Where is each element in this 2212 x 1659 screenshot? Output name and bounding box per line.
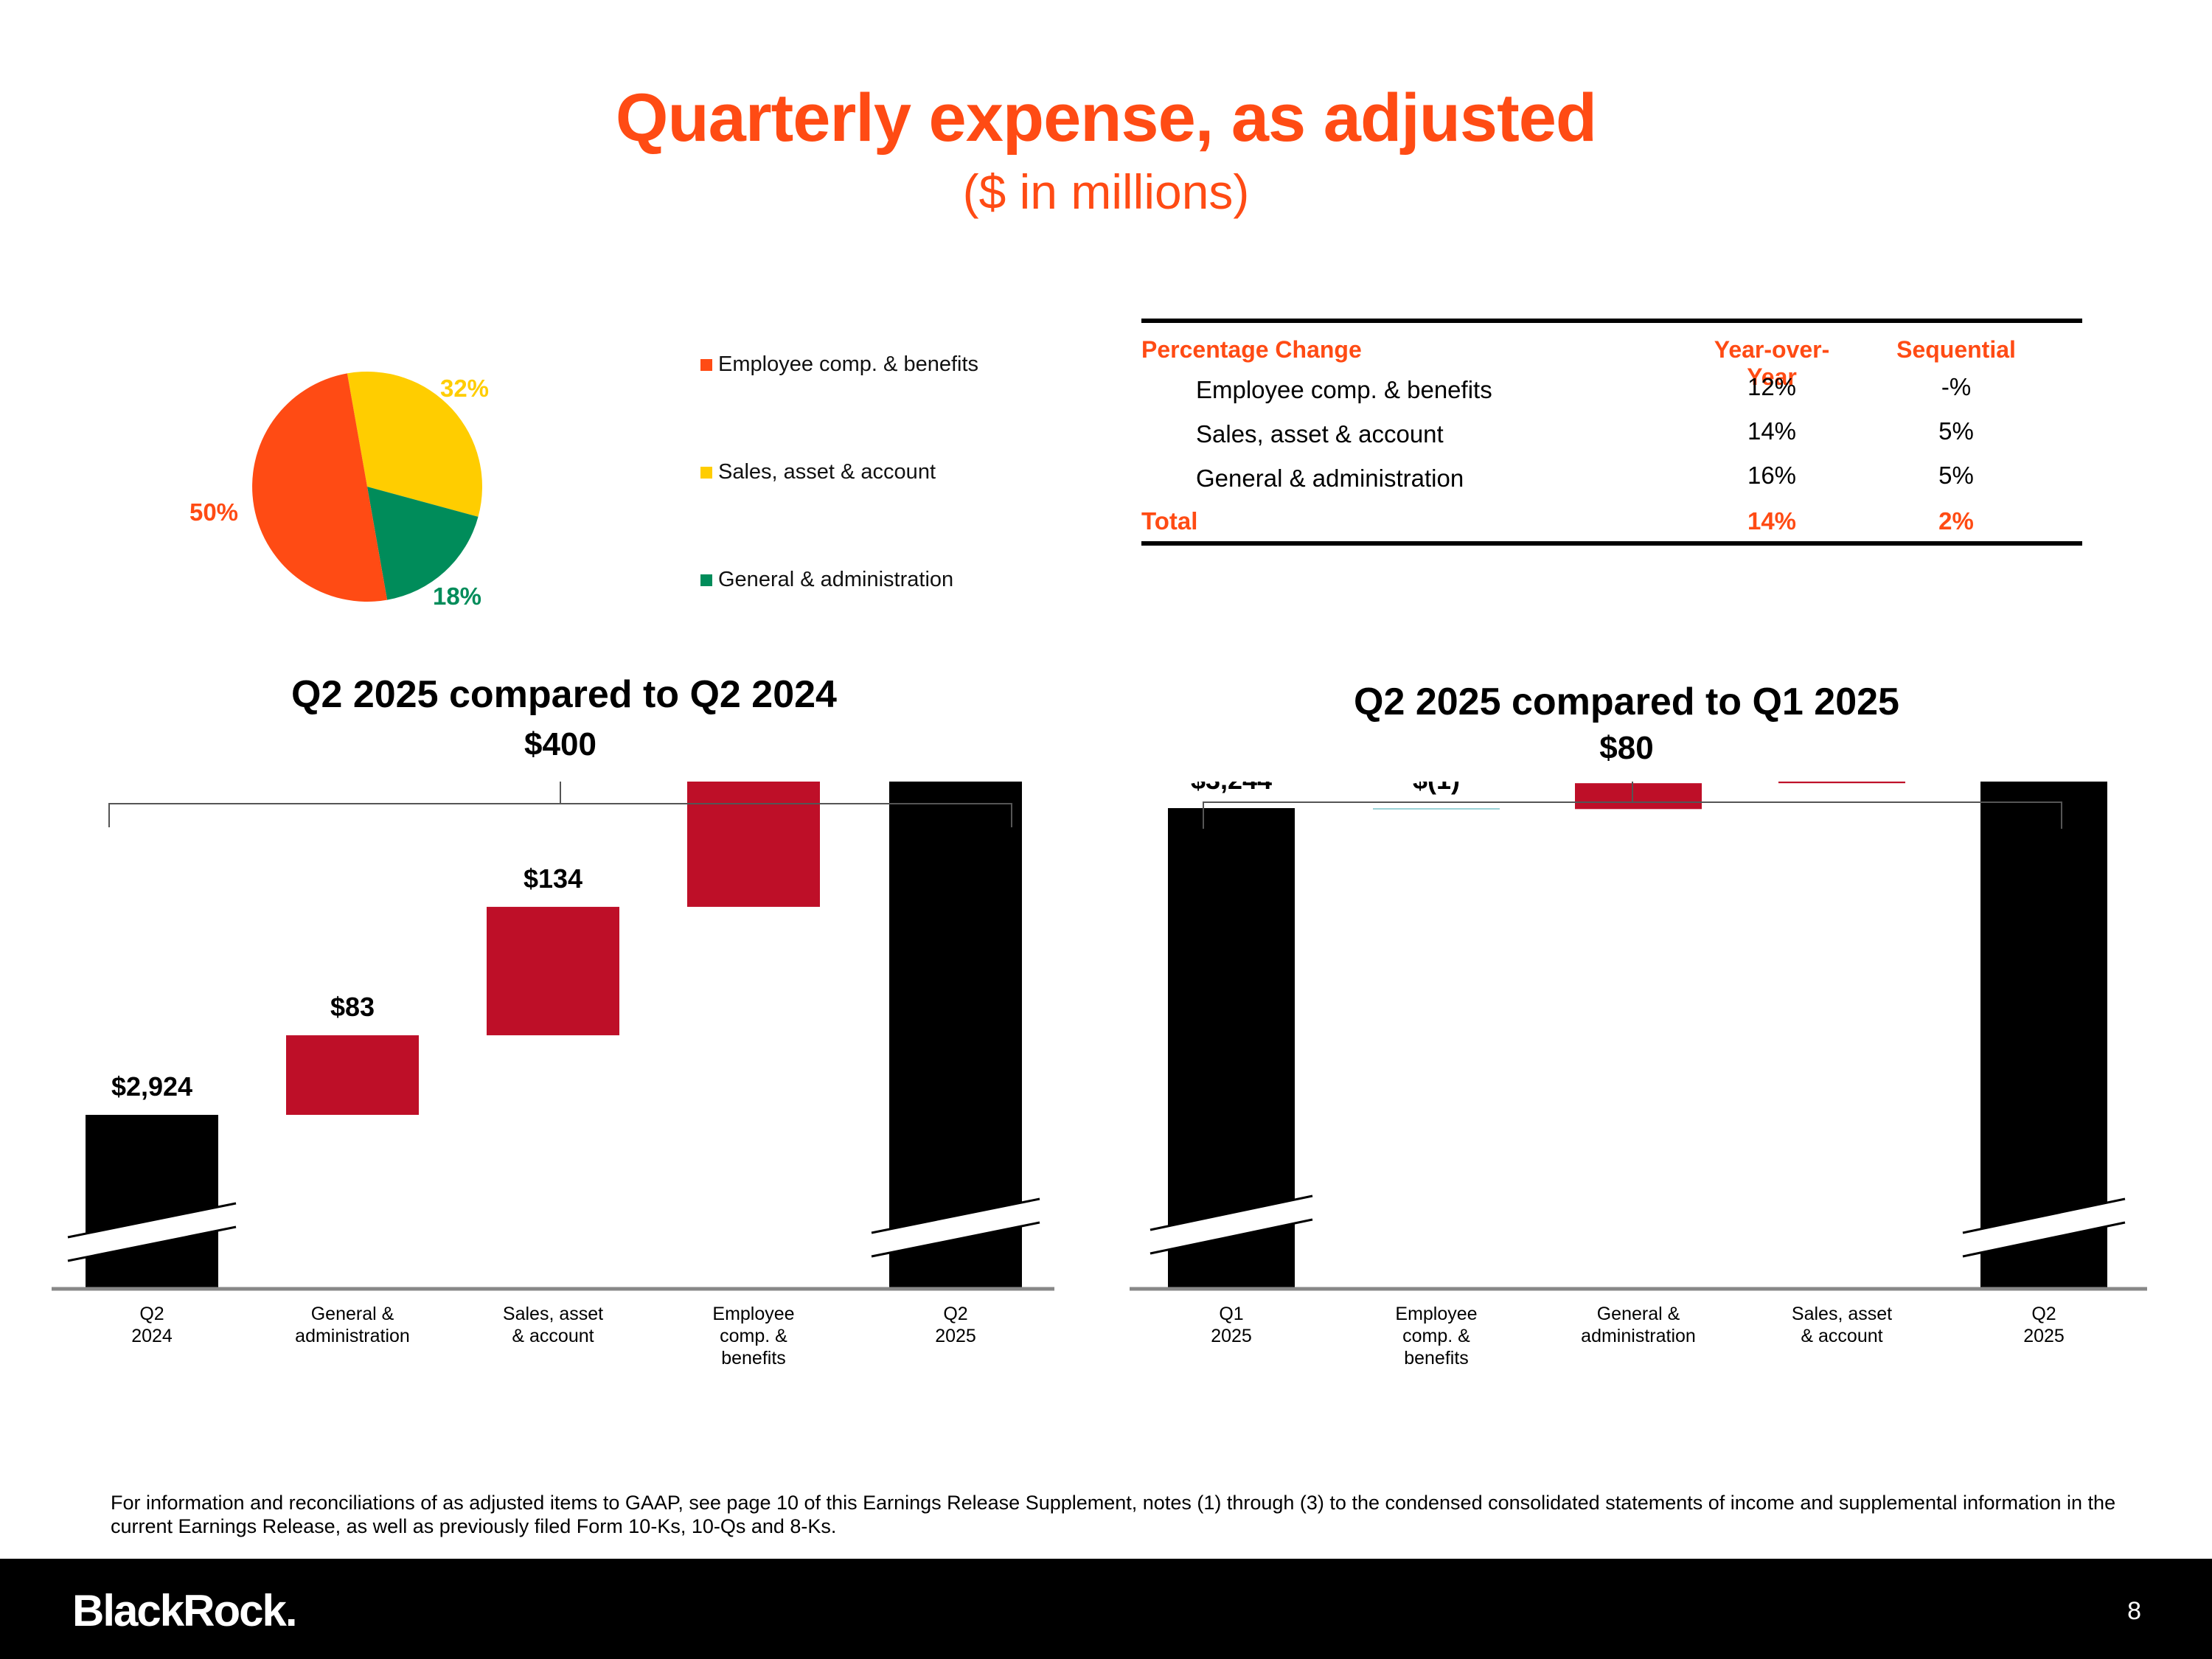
legend-label-employee: Employee comp. & benefits xyxy=(718,352,979,376)
bar-value-label: $3,244 xyxy=(1191,782,1272,795)
category-label: Sales, asset & account xyxy=(503,1304,603,1346)
table-row: General & administration 16% 5% xyxy=(1141,456,2082,500)
category-label: Q2 2024 xyxy=(131,1304,173,1346)
change-bar xyxy=(286,1035,419,1115)
chart2-change-label: $80 xyxy=(1599,730,1654,766)
change-bracket xyxy=(108,782,1012,827)
category-label: Sales, asset & account xyxy=(1792,1304,1892,1346)
table-top-rule xyxy=(1141,319,2082,323)
pie-slice xyxy=(367,487,479,600)
percentage-change-table: Percentage Change Year-over-Year Sequent… xyxy=(1141,319,2082,546)
legend-label-general: General & administration xyxy=(718,568,954,591)
chart1-change-label: $400 xyxy=(524,726,597,762)
total-bar xyxy=(1980,782,2107,1287)
total-label: Total xyxy=(1141,507,1198,535)
legend-swatch-general xyxy=(700,574,712,586)
chart1-title: Q2 2025 compared to Q2 2024 xyxy=(291,673,837,716)
legend-item-employee: Employee comp. & benefits xyxy=(700,352,978,377)
pie-slice xyxy=(347,372,482,517)
row-yoy: 12% xyxy=(1747,373,1797,400)
header-percentage-change: Percentage Change xyxy=(1141,336,1362,363)
footnote: For information and reconciliations of a… xyxy=(111,1492,2116,1537)
axis-break xyxy=(68,1203,236,1261)
page-number: 8 xyxy=(2127,1597,2141,1625)
pie-percentage-label: 50% xyxy=(189,498,238,526)
category-label: General & administration xyxy=(295,1304,410,1346)
category-label: Q1 2025 xyxy=(1211,1304,1252,1346)
row-label: Employee comp. & benefits xyxy=(1196,376,1492,403)
axis-break-line xyxy=(67,1225,237,1262)
row-yoy: 16% xyxy=(1747,462,1797,489)
category-label: Q2 2025 xyxy=(2023,1304,2065,1346)
axis-break-line xyxy=(871,1197,1040,1234)
total-bar xyxy=(86,1115,218,1287)
bar-value-label: $134 xyxy=(524,863,582,894)
pie-percentage-label: 32% xyxy=(440,375,489,402)
bar-value-label: $(1) xyxy=(1413,782,1460,795)
blackrock-logo: BlackRock. xyxy=(72,1586,297,1635)
change-bar xyxy=(1575,783,1702,810)
category-label: Employee comp. & benefits xyxy=(1395,1304,1477,1368)
legend-swatch-employee xyxy=(700,358,712,371)
axis-break-line xyxy=(1150,1218,1313,1255)
row-yoy: 14% xyxy=(1747,417,1797,445)
change-bar xyxy=(687,782,820,907)
bar-value-label: $2,924 xyxy=(111,1071,192,1102)
axis-break-line xyxy=(67,1202,237,1239)
legend-item-sales: Sales, asset & account xyxy=(700,460,936,484)
total-bar xyxy=(889,782,1022,1287)
axis-break-line xyxy=(871,1221,1040,1258)
waterfall-chart-yoy: $2,924 Q2 2024 $83 General & administration $1… xyxy=(52,782,1054,1368)
axis-break-line xyxy=(1962,1197,2126,1234)
change-bar xyxy=(1778,782,1905,784)
category-label: Q2 2025 xyxy=(935,1304,976,1346)
legend-swatch-sales xyxy=(700,466,712,479)
row-seq: 5% xyxy=(1938,462,1974,489)
axis-break xyxy=(1150,1196,1312,1253)
chart2-title: Q2 2025 compared to Q1 2025 xyxy=(1354,681,1899,723)
table-header-row: Percentage Change Year-over-Year Sequent… xyxy=(1141,323,2082,390)
table-row: Employee comp. & benefits 12% -% xyxy=(1141,367,2082,411)
page-subtitle: ($ in millions) xyxy=(962,164,1250,219)
change-bar xyxy=(487,906,619,1036)
category-label: Employee comp. & benefits xyxy=(712,1304,794,1368)
change-bar xyxy=(1373,808,1500,810)
header-sequential: Sequential xyxy=(1896,336,2016,363)
total-seq: 2% xyxy=(1938,507,1974,535)
legend-label-sales: Sales, asset & account xyxy=(718,460,936,484)
category-label: General & administration xyxy=(1581,1304,1696,1346)
axis-break xyxy=(1963,1199,2125,1256)
axis-break xyxy=(872,1199,1040,1256)
row-label: Sales, asset & account xyxy=(1196,420,1444,448)
waterfall-charts: $2,924 Q2 2024 $83 General & administration $1… xyxy=(52,782,2147,1368)
table-total-row: Total 14% 2% xyxy=(1141,500,2082,541)
footer-bar xyxy=(0,1559,2212,1659)
header-yoy: Year-over-Year xyxy=(1714,336,1830,390)
row-label: General & administration xyxy=(1196,465,1464,492)
table-bottom-rule xyxy=(1141,541,2082,546)
axis-break-line xyxy=(1962,1221,2126,1258)
page-title: Quarterly expense, as adjusted xyxy=(615,80,1597,156)
change-bracket xyxy=(1203,782,2062,829)
legend-item-general: General & administration xyxy=(700,568,953,592)
expense-pie-chart: 50% 32% 18% xyxy=(189,372,489,610)
pie-percentage-label: 18% xyxy=(433,582,481,610)
bar-value-label: $83 xyxy=(330,992,375,1022)
row-seq: 5% xyxy=(1938,417,1974,445)
total-yoy: 14% xyxy=(1747,507,1797,535)
pie-slice xyxy=(252,373,388,602)
row-seq: -% xyxy=(1941,373,1972,400)
table-row: Sales, asset & account 14% 5% xyxy=(1141,411,2082,456)
axis-break-line xyxy=(1150,1194,1313,1231)
